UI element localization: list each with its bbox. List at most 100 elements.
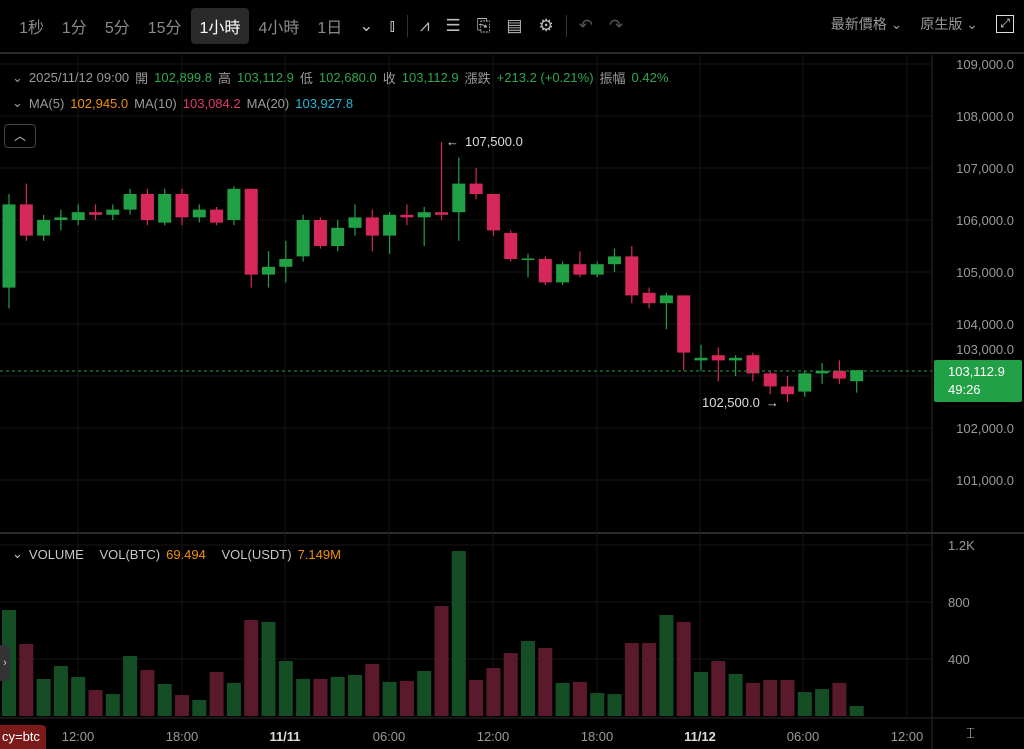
price-tick-label: 105,000.0: [956, 265, 1014, 280]
low-annotation-value: 102,500.0: [702, 395, 760, 410]
low-value: 102,680.0: [318, 70, 377, 85]
settings-gear-icon[interactable]: ⚙: [538, 16, 554, 35]
time-tick-label: 11/12: [684, 729, 716, 744]
volume-bar: [763, 679, 778, 716]
candle-body: [54, 217, 68, 220]
candle-body: [711, 355, 725, 361]
volume-bar: [624, 643, 639, 716]
candle-body: [608, 256, 621, 265]
vol-btc-label: VOL(BTC): [99, 546, 161, 562]
volume-bar: [36, 678, 51, 716]
collapse-chevron-icon[interactable]: ⌄: [12, 546, 23, 561]
volume-bar: [399, 680, 414, 716]
interval-1d[interactable]: 1日: [317, 20, 343, 37]
interval-5m[interactable]: 5分: [104, 20, 130, 37]
low-label: 低: [299, 71, 313, 86]
volume-bar: [590, 693, 605, 716]
change-label: 漲跌: [464, 71, 491, 86]
volume-bar: [659, 614, 674, 716]
candle-body: [210, 209, 224, 223]
candle-body: [348, 217, 362, 228]
volume-bar: [175, 695, 189, 716]
more-intervals-chevron-icon[interactable]: ⌄: [359, 16, 374, 35]
candle-body: [313, 220, 327, 246]
candle-body: [642, 292, 656, 304]
collapse-legend-button[interactable]: ︿: [4, 124, 36, 148]
legend-datetime: 2025/11/12 09:00: [28, 70, 130, 85]
price-type-dropdown[interactable]: 最新價格 ⌄: [830, 16, 903, 32]
volume-bar: [694, 671, 708, 716]
volume-bar: [365, 663, 380, 716]
fullscreen-icon[interactable]: ⤢: [996, 15, 1014, 33]
volume-tick-label: 800: [948, 595, 970, 610]
interval-1s[interactable]: 1秒: [19, 20, 44, 37]
high-annotation-value: 107,500.0: [465, 134, 523, 149]
auto-scale-icon[interactable]: ⌶: [966, 725, 976, 742]
candle-body: [331, 227, 345, 246]
ma10-value: 103,084.2: [182, 95, 241, 111]
high-value: 103,112.9: [237, 70, 294, 85]
interval-1m[interactable]: 1分: [61, 20, 87, 37]
drawing-list-icon[interactable]: ☰: [445, 16, 461, 35]
time-tick-label: 06:00: [787, 729, 820, 744]
price-tick-label: 108,000.0: [956, 109, 1014, 124]
amplitude-value: 0.42%: [631, 70, 669, 85]
ohlc-legend: ⌄ 2025/11/12 09:00 開 102,899.8 高 103,112.9…: [12, 68, 668, 87]
price-tick-label: 102,000.0: [956, 421, 1014, 436]
volume-bar: [348, 674, 362, 716]
price-tick-label: 109,000.0: [956, 57, 1014, 72]
candle-body: [556, 264, 570, 283]
candle-body: [590, 264, 604, 275]
candle-type-icon[interactable]: ⫾: [389, 16, 395, 35]
view-mode-dropdown[interactable]: 原生版 ⌄: [920, 16, 978, 32]
volume-bar: [849, 706, 864, 716]
volume-bar: [330, 676, 345, 716]
candle-body: [832, 370, 846, 379]
candle-body: [504, 233, 518, 259]
candle-body: [538, 259, 552, 283]
expand-panel-handle[interactable]: ›: [0, 645, 10, 681]
volume-bar: [555, 682, 570, 716]
price-tick-label: 101,000.0: [956, 473, 1014, 488]
candle-body: [573, 264, 587, 275]
candle-body: [798, 373, 812, 392]
time-tick-label: 11/11: [269, 729, 300, 744]
symbol-tag: cy=btc: [0, 725, 46, 749]
time-tick-label: 18:00: [166, 729, 199, 744]
volume-bar: [797, 692, 812, 716]
candle-body: [625, 256, 639, 296]
interval-1h[interactable]: 1小時: [190, 8, 250, 44]
redo-icon[interactable]: ↷: [608, 16, 624, 35]
candle-body: [106, 209, 120, 215]
replay-icon[interactable]: ⎘: [476, 16, 491, 35]
volume-bar: [780, 679, 795, 716]
candle-body: [781, 386, 794, 395]
interval-15m[interactable]: 15分: [147, 20, 182, 37]
interval-4h[interactable]: 4小時: [258, 20, 300, 37]
undo-icon[interactable]: ↶: [578, 16, 593, 35]
price-tick-label: 107,000.0: [956, 161, 1014, 176]
time-tick-label: 12:00: [62, 729, 95, 744]
indicators-icon[interactable]: ⩘: [419, 16, 430, 35]
candle-body: [659, 295, 673, 304]
volume-bar: [521, 641, 535, 716]
candle-body: [2, 204, 16, 288]
time-tick-label: 12:00: [891, 729, 924, 744]
candle-body: [192, 209, 206, 218]
candle-body: [746, 355, 760, 374]
high-annotation: ← 107,500.0: [446, 134, 523, 149]
time-tick-label: 06:00: [373, 729, 406, 744]
volume-bar: [503, 653, 518, 716]
volume-bar: [572, 681, 587, 716]
high-label: 高: [218, 71, 232, 86]
vol-btc-value: 69.494: [166, 546, 206, 562]
close-value: 103,112.9: [401, 70, 459, 85]
volume-bar: [278, 660, 293, 716]
collapse-chevron-icon[interactable]: ⌄: [12, 69, 23, 85]
volume-bar: [123, 656, 138, 716]
candle-body: [175, 194, 189, 218]
calendar-icon[interactable]: ▤: [506, 16, 523, 35]
collapse-chevron-icon[interactable]: ⌄: [12, 95, 23, 110]
time-tick-label: 18:00: [581, 729, 614, 744]
